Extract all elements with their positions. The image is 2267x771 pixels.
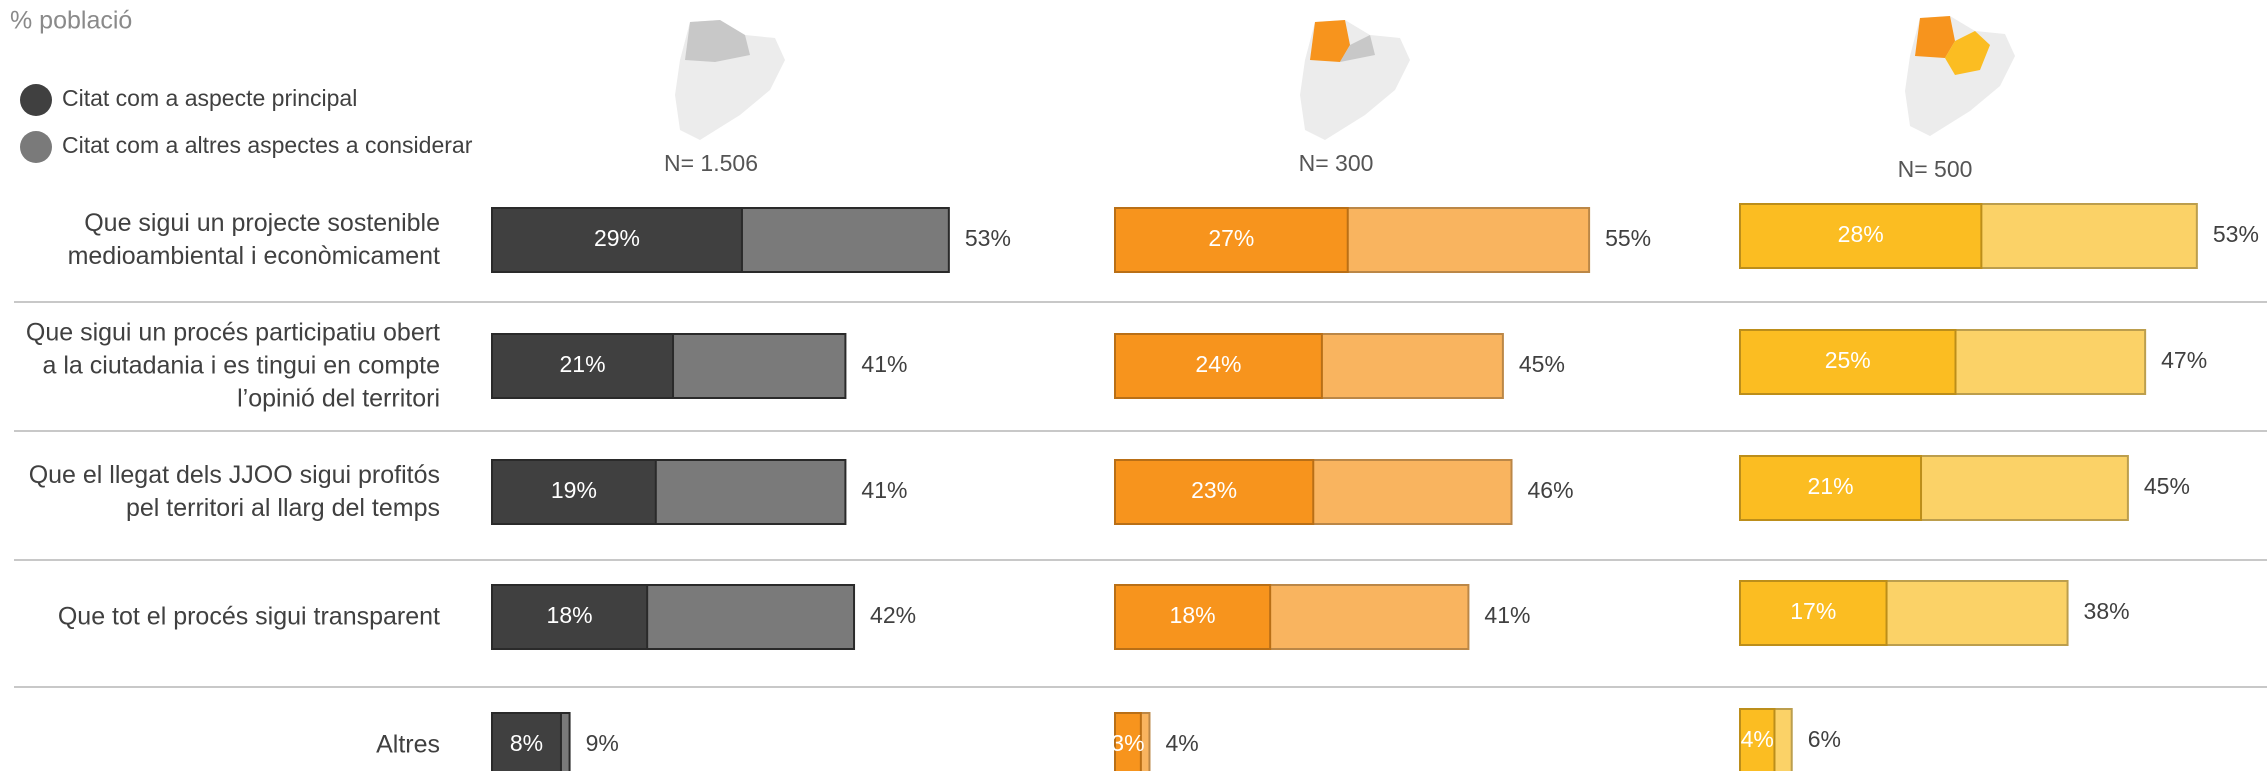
value-label: 28%	[1838, 221, 1884, 247]
category-label: Que sigui un procés participatiu obert a…	[25, 318, 440, 413]
value-label: 27%	[1208, 225, 1254, 251]
value-label: 53%	[965, 225, 1011, 251]
map-icon	[1340, 35, 1375, 62]
bar	[1739, 580, 1888, 646]
value-label: 41%	[1484, 602, 1530, 628]
value-label: 46%	[1528, 477, 1574, 503]
category-label: Que sigui un projecte sostenible medioam…	[67, 209, 440, 270]
bar	[1114, 584, 1272, 650]
legend-swatch	[20, 131, 52, 163]
bar	[491, 207, 743, 273]
value-label: 4%	[1741, 726, 1774, 752]
category-label: Que el llegat dels JJOO sigui profitós p…	[28, 461, 440, 522]
value-label: 45%	[1519, 351, 1565, 377]
map-icons	[675, 16, 2015, 140]
value-label: 38%	[2084, 598, 2130, 624]
bar	[1114, 333, 1323, 399]
value-label: 42%	[870, 602, 916, 628]
value-label: 25%	[1825, 347, 1871, 373]
bar	[491, 712, 562, 771]
value-label: 9%	[586, 730, 619, 756]
value-label: 41%	[861, 351, 907, 377]
bar	[1739, 708, 1776, 771]
panel-subtitle: N= 500	[1898, 156, 1973, 182]
bar	[491, 333, 675, 399]
map-icon	[1915, 16, 1955, 58]
value-label: 8%	[510, 730, 543, 756]
map-icon	[685, 20, 750, 62]
value-label: 29%	[594, 225, 640, 251]
map-icon	[1310, 20, 1350, 62]
bar	[1114, 459, 1315, 525]
bar	[1114, 712, 1142, 771]
value-label: 17%	[1790, 598, 1836, 624]
value-label: 53%	[2213, 221, 2259, 247]
value-label: 55%	[1605, 225, 1651, 251]
value-label: 19%	[551, 477, 597, 503]
value-label: 18%	[547, 602, 593, 628]
panel-subtitle: N= 1.506	[664, 150, 758, 176]
value-label: 47%	[2161, 347, 2207, 373]
bar	[491, 584, 649, 650]
chart-title: % població	[10, 7, 132, 35]
value-label: 23%	[1191, 477, 1237, 503]
value-label: 6%	[1808, 726, 1841, 752]
value-label: 21%	[559, 351, 605, 377]
legend-label: Citat com a aspecte principal	[62, 85, 357, 111]
value-label: 45%	[2144, 473, 2190, 499]
value-label: 4%	[1165, 730, 1198, 756]
map-icon	[1945, 31, 1990, 75]
legend-swatch	[20, 84, 52, 116]
value-label: 24%	[1195, 351, 1241, 377]
bar	[491, 459, 657, 525]
category-label: Altres	[376, 730, 440, 759]
bar	[1739, 329, 1957, 395]
value-label: 21%	[1807, 473, 1853, 499]
bar	[1739, 203, 1983, 269]
bar	[1114, 207, 1349, 273]
value-label: 18%	[1170, 602, 1216, 628]
panel-subtitle: N= 300	[1299, 150, 1374, 176]
value-label: 3%	[1111, 730, 1144, 756]
legend-label: Citat com a altres aspectes a considerar	[62, 132, 473, 158]
value-label: 41%	[861, 477, 907, 503]
category-label: Que tot el procés sigui transparent	[57, 602, 440, 631]
bar	[1739, 455, 1923, 521]
